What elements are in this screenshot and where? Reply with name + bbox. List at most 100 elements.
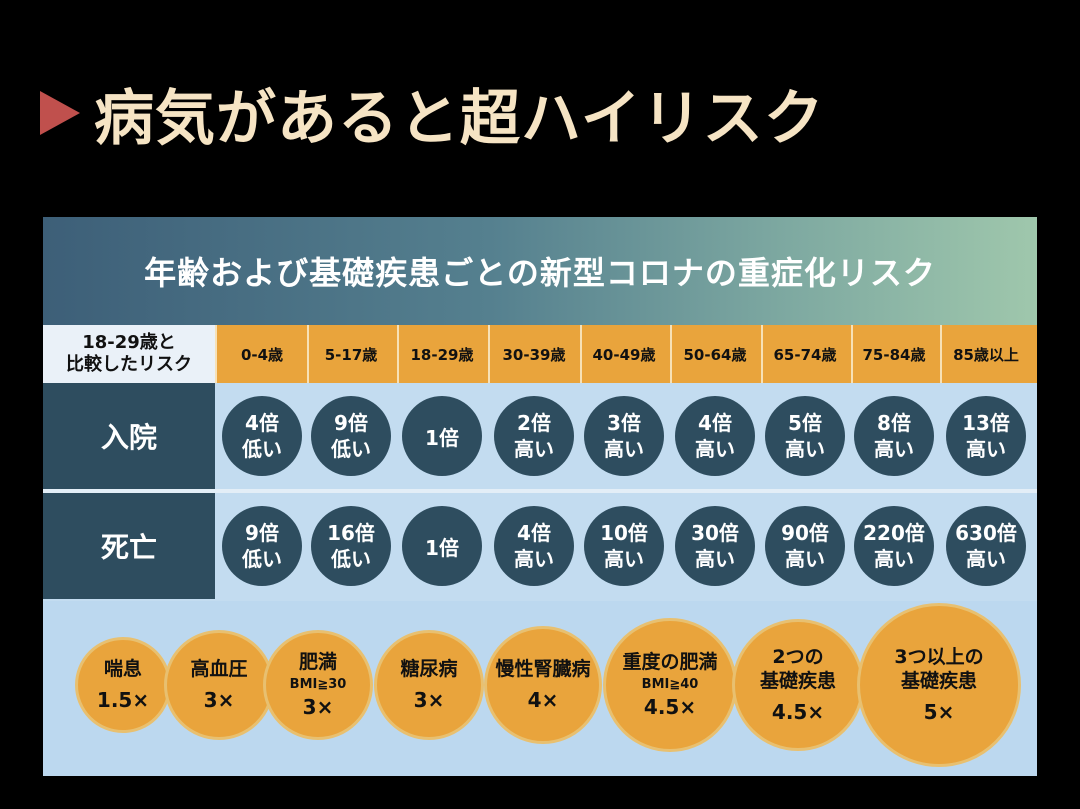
- risk-level-label: 高い: [514, 547, 554, 571]
- condition-name: 2つの 基礎疾患: [759, 646, 836, 692]
- condition-name: 慢性腎臓病: [495, 658, 591, 680]
- risk-ratio-circle: 4倍 低い: [222, 396, 302, 476]
- condition-name: 肥満: [298, 651, 337, 673]
- condition-risk-factor: 3×: [413, 688, 445, 712]
- risk-level-label: 高い: [874, 547, 914, 571]
- row-label-hospitalization: 入院: [43, 383, 215, 489]
- column-separator: [307, 325, 309, 383]
- risk-ratio-circle: 90倍 高い: [765, 506, 845, 586]
- row-label-death: 死亡: [43, 493, 215, 599]
- column-separator: [670, 325, 672, 383]
- condition-circle: 3つ以上の 基礎疾患 5×: [857, 603, 1021, 767]
- comparison-label-text: 18-29歳と 比較したリスク: [66, 332, 192, 375]
- risk-panel: 年齢および基礎疾患ごとの新型コロナの重症化リスク 18-29歳と 比較したリスク…: [43, 217, 1037, 776]
- risk-ratio-value: 1倍: [425, 535, 459, 560]
- age-group-header: 5-17歳: [324, 345, 378, 364]
- risk-ratio-circle: 1倍: [402, 396, 482, 476]
- play-triangle-icon: [40, 91, 80, 135]
- condition-risk-factor: 1.5×: [96, 688, 150, 712]
- risk-level-label: 低い: [331, 547, 371, 571]
- risk-ratio-value: 3倍: [607, 411, 641, 435]
- condition-bmi-note: BMI≧30: [289, 677, 347, 692]
- condition-risk-factor: 4×: [527, 688, 559, 712]
- risk-ratio-circle: 5倍 高い: [765, 396, 845, 476]
- risk-ratio-circle: 10倍 高い: [584, 506, 664, 586]
- column-separator: [761, 325, 763, 383]
- age-header-row: 18-29歳と 比較したリスク 0-4歳 5-17歳 18-29歳 30-39歳 40-…: [43, 325, 1037, 383]
- row-divider: [43, 489, 1037, 493]
- risk-ratio-value: 30倍: [691, 521, 739, 545]
- risk-level-label: 高い: [695, 437, 735, 461]
- slide-title-text: 病気があると超ハイリスク: [94, 83, 825, 154]
- risk-level-label: 高い: [604, 547, 644, 571]
- risk-ratio-circle: 16倍 低い: [311, 506, 391, 586]
- condition-name: 喘息: [103, 658, 142, 680]
- risk-level-label: 高い: [695, 547, 735, 571]
- column-separator: [488, 325, 490, 383]
- risk-level-label: 低い: [331, 437, 371, 461]
- risk-ratio-circle: 3倍 高い: [584, 396, 664, 476]
- risk-ratio-circle: 220倍 高い: [854, 506, 934, 586]
- risk-ratio-circle: 1倍: [402, 506, 482, 586]
- risk-ratio-value: 4倍: [245, 411, 279, 435]
- condition-bmi-note: BMI≧40: [641, 677, 699, 692]
- risk-ratio-value: 5倍: [788, 411, 822, 435]
- risk-level-label: 低い: [242, 437, 282, 461]
- condition-circle: 重度の肥満 BMI≧40 4.5×: [603, 618, 737, 752]
- age-group-header: 75-84歳: [862, 345, 926, 364]
- risk-ratio-value: 4倍: [698, 411, 732, 435]
- age-group-header: 18-29歳: [410, 345, 474, 364]
- risk-level-label: 高い: [604, 437, 644, 461]
- condition-circle: 肥満 BMI≧30 3×: [263, 630, 373, 740]
- risk-ratio-circle: 30倍 高い: [675, 506, 755, 586]
- risk-ratio-circle: 9倍 低い: [311, 396, 391, 476]
- risk-ratio-value: 16倍: [327, 521, 375, 545]
- risk-level-label: 高い: [785, 547, 825, 571]
- risk-ratio-circle: 8倍 高い: [854, 396, 934, 476]
- condition-risk-factor: 4.5×: [771, 700, 825, 724]
- comparison-label: 18-29歳と 比較したリスク: [43, 325, 215, 383]
- risk-ratio-value: 8倍: [877, 411, 911, 435]
- risk-ratio-value: 1倍: [425, 425, 459, 450]
- risk-ratio-circle: 2倍 高い: [494, 396, 574, 476]
- condition-name: 高血圧: [190, 658, 248, 680]
- risk-level-label: 高い: [514, 437, 554, 461]
- risk-ratio-circle: 630倍 高い: [946, 506, 1026, 586]
- column-separator: [397, 325, 399, 383]
- risk-ratio-value: 2倍: [517, 411, 551, 435]
- condition-circle: 慢性腎臓病 4×: [484, 626, 602, 744]
- risk-level-label: 高い: [785, 437, 825, 461]
- age-group-header: 65-74歳: [773, 345, 837, 364]
- column-separator: [851, 325, 853, 383]
- panel-header: 年齢および基礎疾患ごとの新型コロナの重症化リスク: [43, 217, 1037, 325]
- risk-ratio-value: 10倍: [600, 521, 648, 545]
- condition-circle: 糖尿病 3×: [374, 630, 484, 740]
- risk-ratio-value: 9倍: [334, 411, 368, 435]
- risk-ratio-circle: 4倍 高い: [494, 506, 574, 586]
- age-group-header: 50-64歳: [683, 345, 747, 364]
- risk-ratio-circle: 9倍 低い: [222, 506, 302, 586]
- risk-ratio-value: 13倍: [962, 411, 1010, 435]
- column-separator: [215, 325, 217, 383]
- condition-risk-factor: 5×: [923, 700, 955, 724]
- condition-risk-factor: 3×: [203, 688, 235, 712]
- risk-ratio-value: 630倍: [955, 521, 1017, 545]
- column-separator: [580, 325, 582, 383]
- risk-ratio-value: 9倍: [245, 521, 279, 545]
- panel-title: 年齢および基礎疾患ごとの新型コロナの重症化リスク: [144, 254, 936, 292]
- row-death: 死亡 9倍 低い 16倍 低い 1倍 4倍 高い 10倍 高い 30倍 高い 90倍 高い 220倍 高い 6…: [43, 493, 1037, 599]
- risk-level-label: 高い: [966, 547, 1006, 571]
- condition-name: 重度の肥満: [622, 651, 718, 673]
- column-separator: [940, 325, 942, 383]
- risk-level-label: 低い: [242, 547, 282, 571]
- slide-title: 病気があると超ハイリスク: [40, 58, 825, 168]
- condition-circle: 2つの 基礎疾患 4.5×: [732, 619, 864, 751]
- row-hospitalization: 入院 4倍 低い 9倍 低い 1倍 2倍 高い 3倍 高い 4倍 高い 5倍 高い 8倍 高い 13倍 高い: [43, 383, 1037, 489]
- age-group-header: 40-49歳: [592, 345, 656, 364]
- age-group-header: 30-39歳: [502, 345, 566, 364]
- condition-circle: 高血圧 3×: [164, 630, 274, 740]
- condition-risk-factor: 4.5×: [643, 695, 697, 719]
- condition-risk-factor: 3×: [302, 695, 334, 719]
- conditions-area: 喘息 1.5× 高血圧 3× 肥満 BMI≧30 3× 糖尿病 3× 慢性腎臓病 4× 重度の肥満 BM…: [43, 601, 1037, 776]
- age-group-header: 0-4歳: [240, 345, 284, 364]
